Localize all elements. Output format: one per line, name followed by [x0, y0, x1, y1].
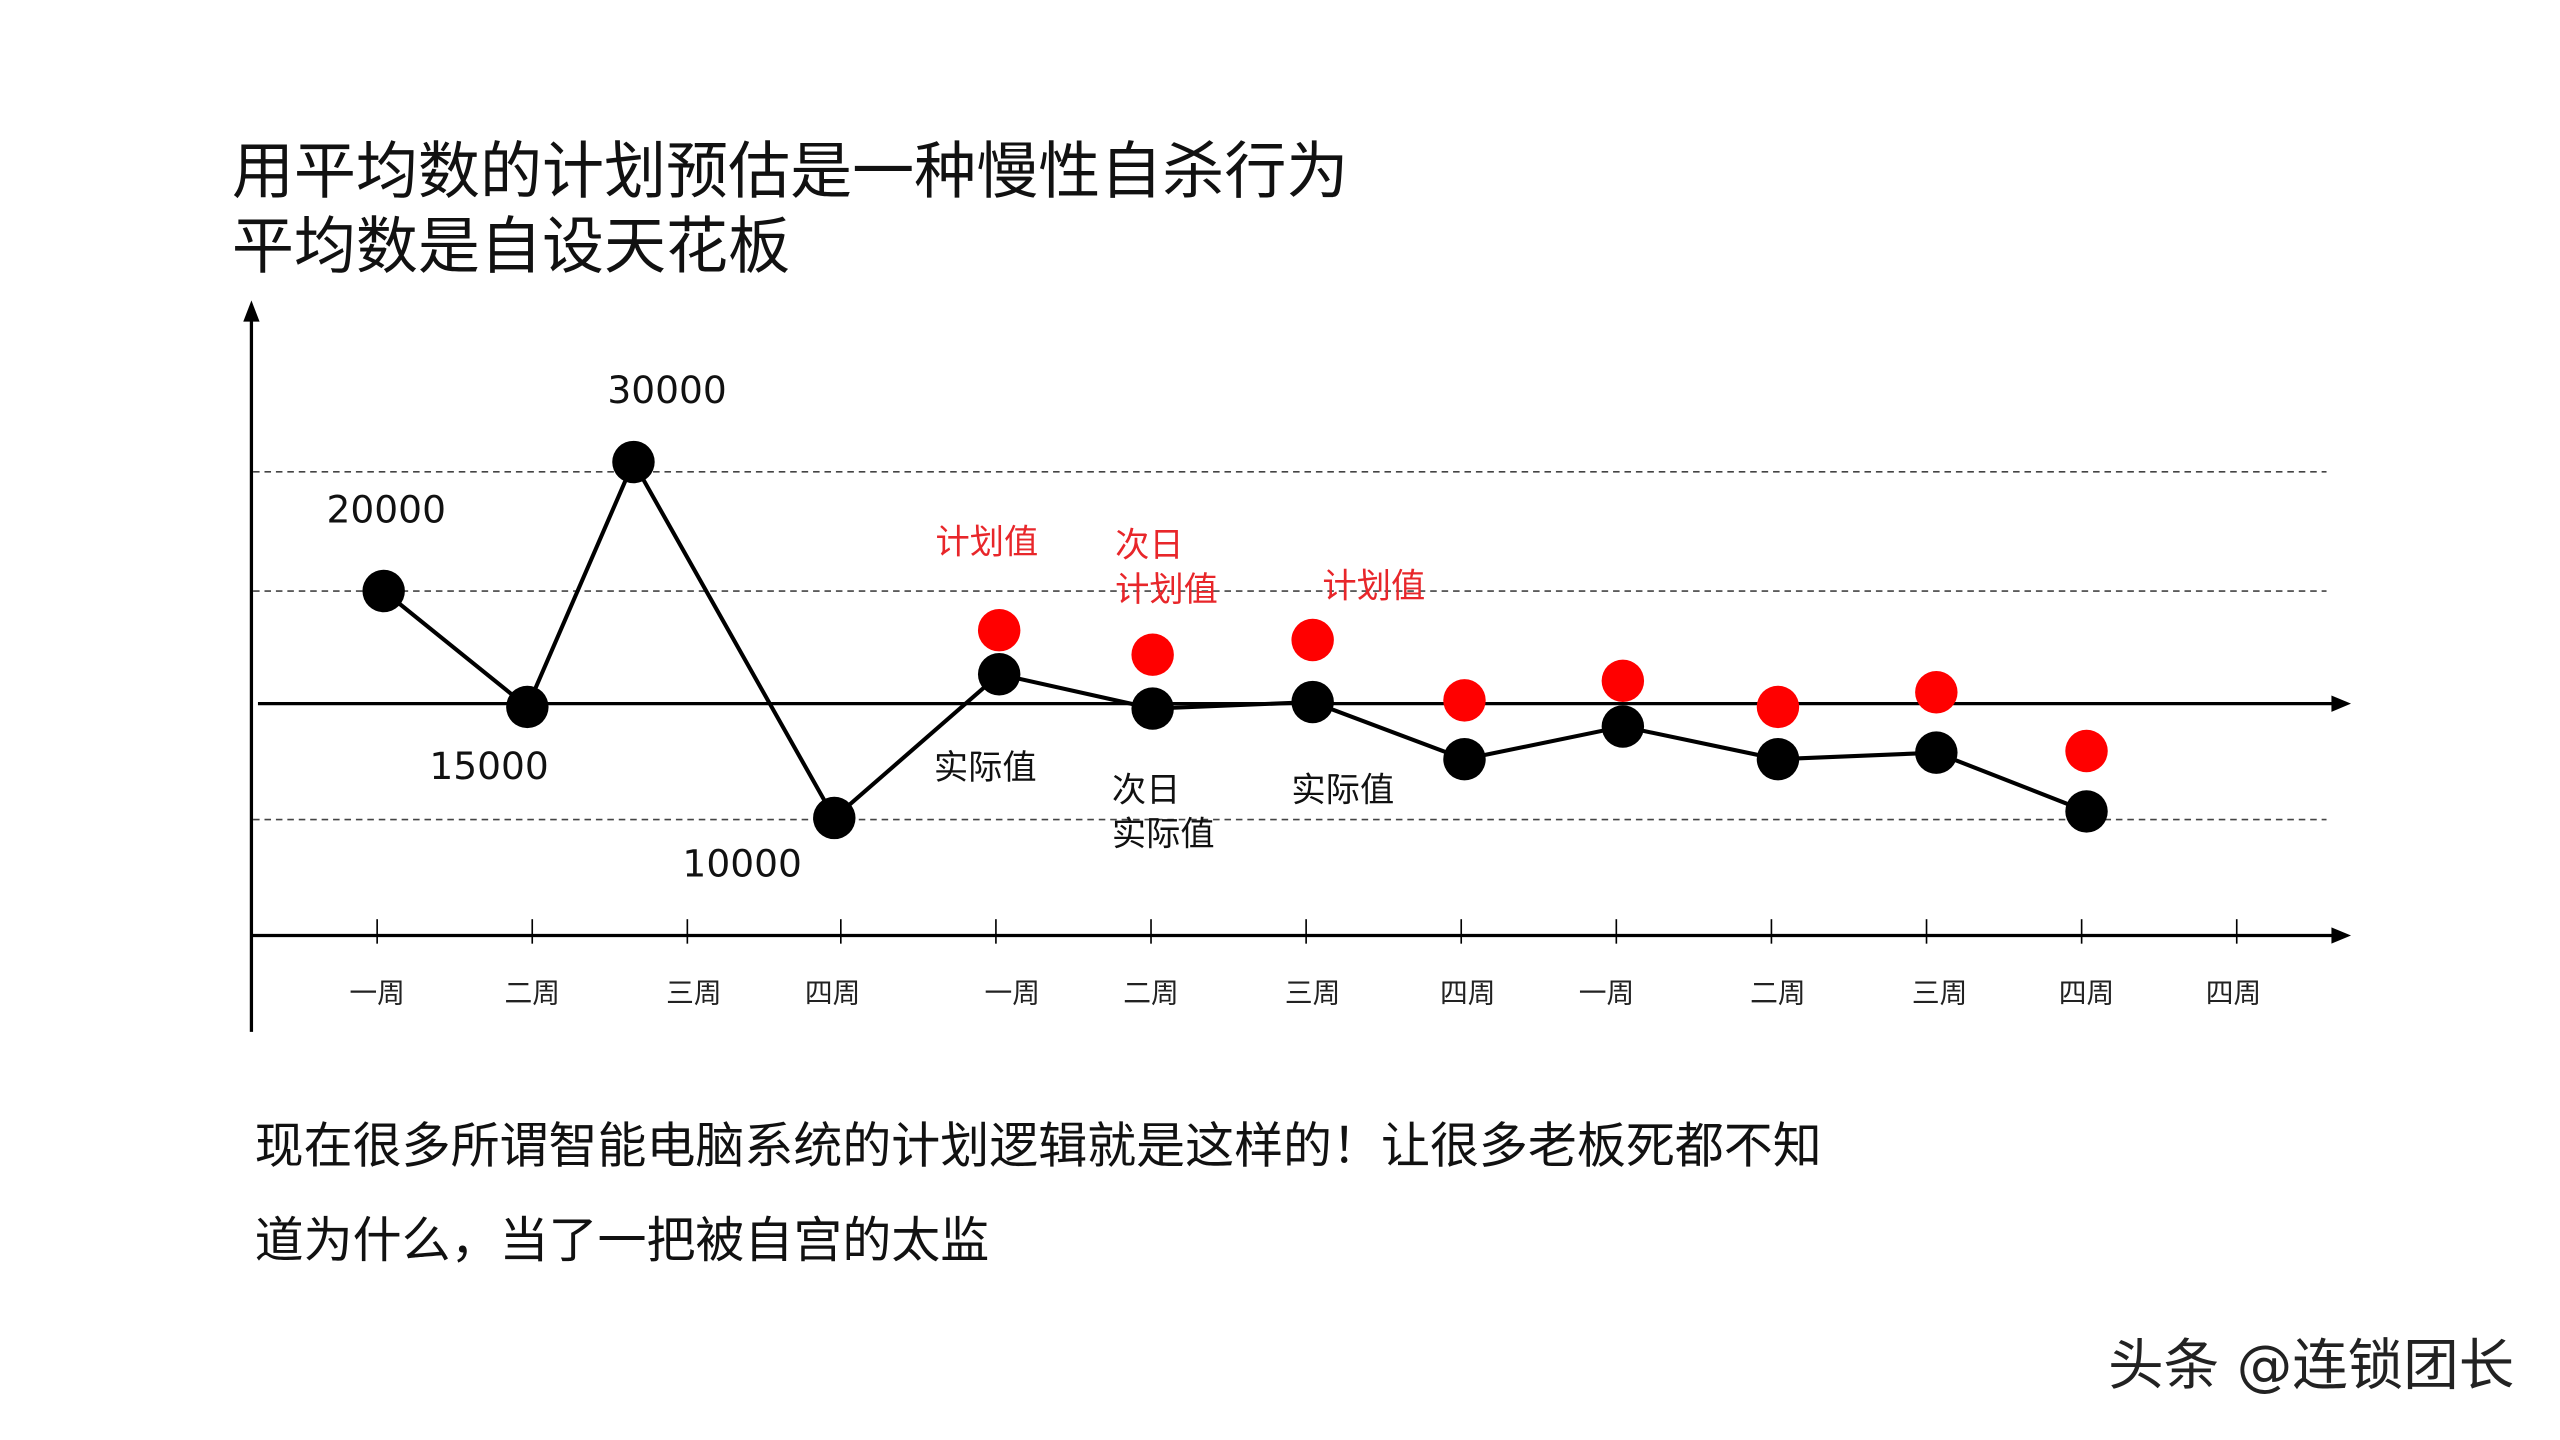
caption-line-1: 现在很多所谓智能电脑系统的计划逻辑就是这样的！让很多老板死都不知	[255, 1117, 1822, 1174]
title-line-1: 用平均数的计划预估是一种慢性自杀行为	[232, 135, 1349, 208]
actual-label-1: 实际值	[934, 748, 1037, 788]
svg-text:二周: 二周	[1750, 976, 1806, 1009]
svg-text:四周: 四周	[805, 976, 861, 1009]
actual-label-2a: 次日	[1112, 771, 1181, 811]
plan-label-3: 计划值	[1322, 567, 1425, 607]
actual-series-points	[362, 440, 2108, 840]
svg-text:二周: 二周	[1123, 976, 1179, 1009]
svg-text:一周: 一周	[349, 976, 405, 1009]
label-10000: 10000	[682, 842, 801, 886]
svg-text:四周: 四周	[1440, 976, 1496, 1009]
average-arrow-icon	[2331, 695, 2352, 712]
svg-text:四周: 四周	[2059, 976, 2115, 1009]
svg-text:二周: 二周	[504, 976, 560, 1009]
x-ticks	[376, 919, 2238, 944]
x-tick-labels: 一周 二周 三周 四周 一周 二周 三周 四周 一周 二周 三周 四周 四周	[349, 976, 2261, 1009]
title-line-2: 平均数是自设天花板	[232, 210, 790, 283]
watermark: 头条 @连锁团长	[2108, 1333, 2514, 1398]
svg-text:一周: 一周	[1579, 976, 1635, 1009]
plan-label-2b: 计划值	[1115, 570, 1218, 610]
svg-text:四周: 四周	[2206, 976, 2262, 1009]
label-20000: 20000	[327, 487, 446, 531]
label-15000: 15000	[429, 744, 548, 788]
plan-label-2a: 次日	[1115, 526, 1184, 566]
actual-series-line	[382, 457, 2088, 822]
actual-label-3: 实际值	[1291, 771, 1394, 811]
plan-series-points	[977, 608, 2108, 773]
plan-label-1: 计划值	[936, 522, 1039, 562]
actual-label-2b: 实际值	[1112, 815, 1215, 855]
svg-text:三周: 三周	[1285, 976, 1341, 1009]
label-30000: 30000	[607, 368, 726, 412]
svg-text:三周: 三周	[666, 976, 722, 1009]
caption-line-2: 道为什么，当了一把被自宫的太监	[255, 1212, 990, 1269]
x-axis-arrow-icon	[2331, 927, 2352, 944]
svg-text:一周: 一周	[984, 976, 1040, 1009]
svg-text:三周: 三周	[1912, 976, 1968, 1009]
y-axis-arrow-icon	[243, 300, 260, 322]
